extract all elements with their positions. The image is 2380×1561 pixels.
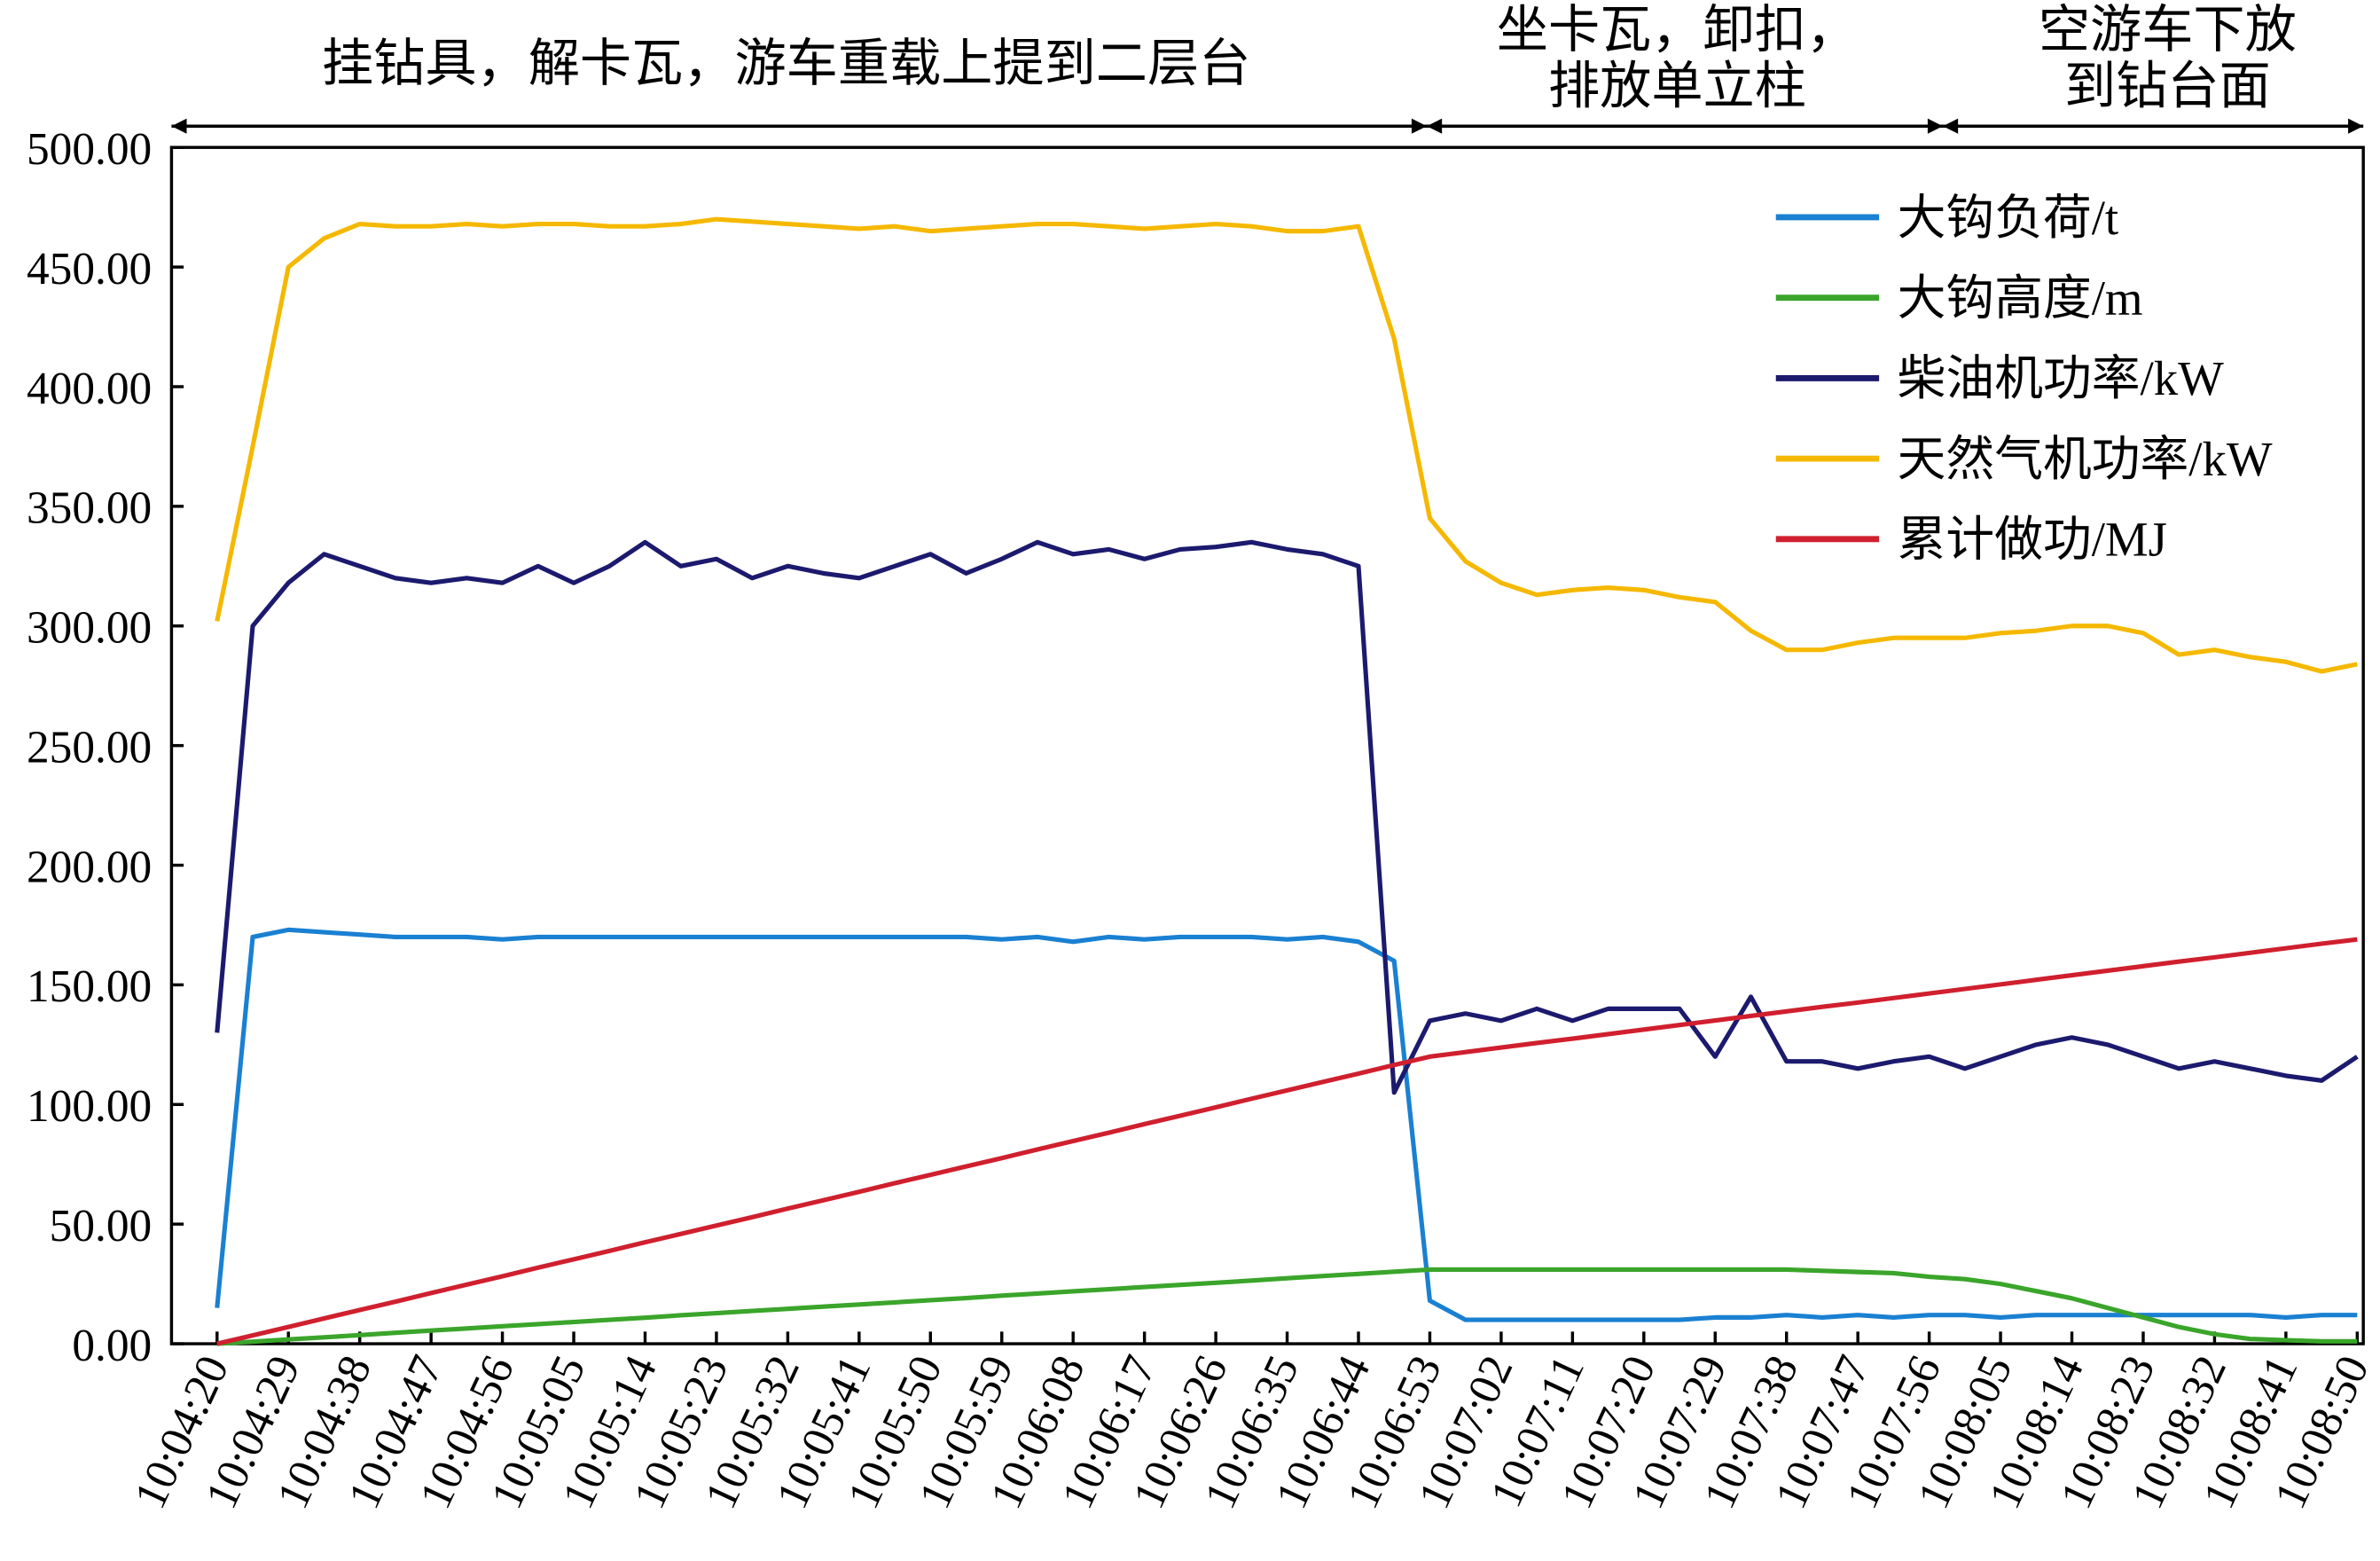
legend-label: 柴油机功率/kW (1898, 351, 2224, 405)
annotation: 排放单立柱 (1548, 58, 1806, 115)
y-tick-label: 150.00 (27, 961, 152, 1012)
plot-frame (169, 145, 2365, 1345)
annotation: 坐卡瓦，卸扣， (1497, 1, 1858, 59)
annotation: 到钻台面 (2064, 58, 2271, 115)
series-line (215, 539, 2359, 1095)
series-line (215, 216, 2358, 674)
y-tick-label: 500.00 (27, 124, 152, 175)
legend-label: 天然气机功率/kW (1898, 432, 2273, 486)
series-line (215, 927, 2358, 1322)
legend-label: 大钩高度/m (1898, 271, 2143, 325)
series-line (216, 937, 2358, 1346)
y-tick-label: 100.00 (27, 1081, 152, 1132)
y-tick-label: 250.00 (27, 722, 152, 773)
legend-label: 累计做功/MJ (1898, 513, 2167, 567)
y-tick-label: 50.00 (50, 1201, 153, 1251)
annotation: 空游车下放 (2039, 1, 2297, 59)
y-tick-label: 0.00 (72, 1321, 152, 1371)
y-tick-label: 450.00 (27, 244, 152, 294)
y-tick-label: 400.00 (27, 364, 152, 414)
y-tick-label: 350.00 (27, 483, 152, 534)
y-tick-label: 300.00 (27, 603, 152, 654)
y-tick-label: 200.00 (27, 842, 152, 892)
annotation: 挂钻具，解卡瓦，游车重载上提到二层台 (322, 35, 1250, 92)
legend-label: 大钩负荷/t (1898, 191, 2118, 245)
series-line (216, 1267, 2358, 1346)
